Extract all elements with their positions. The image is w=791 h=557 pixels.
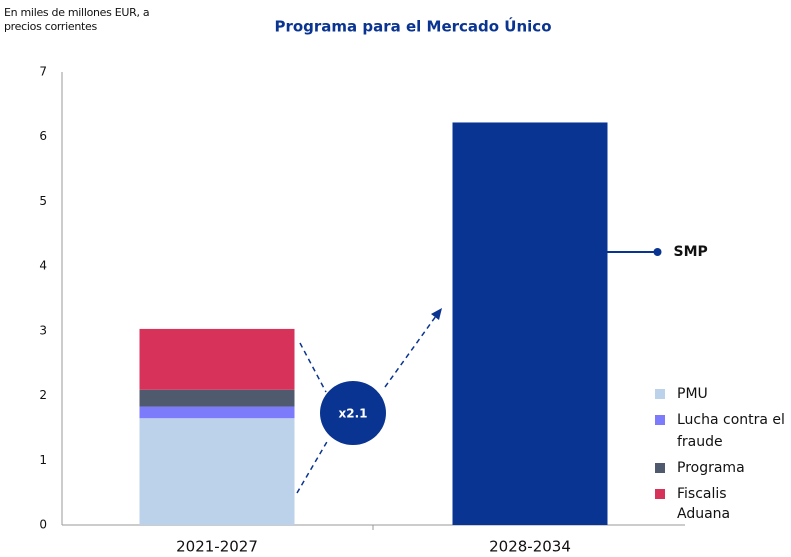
y-tick-label: 7	[39, 65, 47, 79]
legend-item: Fiscalis	[655, 483, 791, 505]
y-tick-label: 0	[39, 518, 47, 532]
dashed-line	[299, 342, 327, 393]
legend-label: Fiscalis	[677, 486, 727, 502]
y-tick-label: 6	[39, 129, 47, 143]
multiplier-circle	[320, 381, 386, 445]
dashed-line	[296, 439, 329, 494]
y-tick-label: 2	[39, 388, 47, 402]
bar-segment	[139, 389, 295, 407]
y-tick-label: 1	[39, 453, 47, 467]
legend: PMU Lucha contra el fraude Programa Fiscali…	[655, 383, 791, 525]
y-axis-label: En miles de millones EUR, a precios corr…	[4, 6, 150, 33]
y-tick-label: 3	[39, 323, 47, 337]
pointer-dot	[653, 248, 662, 256]
multiplier-label: x2.1	[339, 407, 368, 421]
legend-label: PMU	[677, 386, 708, 402]
legend-label: Lucha contra el fraude	[677, 412, 785, 450]
legend-swatch	[655, 389, 665, 399]
legend-note: Aduana	[677, 506, 731, 522]
y-tick-label: 5	[39, 194, 47, 208]
legend-swatch	[655, 463, 665, 473]
legend-swatch	[655, 415, 665, 425]
arrow-head	[431, 308, 442, 320]
legend-swatch	[655, 489, 665, 499]
bar-segment	[139, 418, 295, 525]
legend-item: Programa	[655, 457, 791, 479]
series-label: SMP	[674, 244, 708, 260]
bar-segment	[139, 328, 295, 390]
multiplier: x2.1	[296, 308, 442, 494]
legend-item: Lucha contra el fraude	[655, 409, 791, 453]
chart-title: Programa para el Mercado Único	[274, 17, 551, 36]
legend-item: PMU	[655, 383, 791, 405]
bar-segment	[139, 406, 295, 419]
legend-label: Programa	[677, 460, 745, 476]
dashed-arrow	[384, 315, 437, 388]
x-tick-label: 2028-2034	[489, 538, 571, 556]
x-tick-label: 2021-2027	[176, 538, 258, 556]
bar-segment	[452, 122, 608, 525]
y-tick-label: 4	[39, 259, 47, 273]
